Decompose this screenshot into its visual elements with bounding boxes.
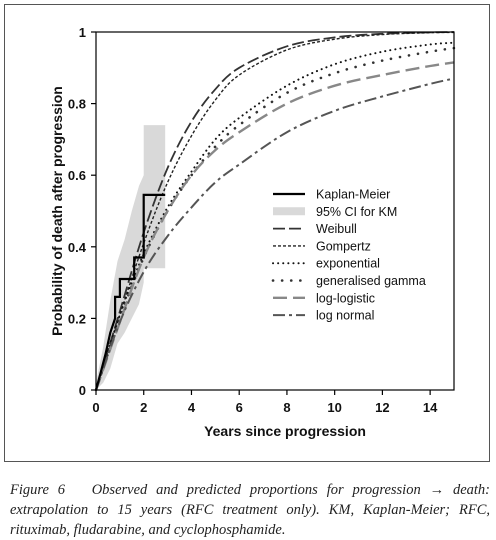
series-exponential-line (95, 41, 455, 391)
x-axis-title: Years since progression (204, 423, 366, 439)
caption-text: Observed and predicted proportions for p… (10, 482, 491, 538)
km-step-line (94, 193, 166, 391)
y-tick-label: 0 (79, 383, 86, 398)
plot-frame (95, 31, 455, 391)
chart: 0 2 4 6 8 10 12 14 0 0.2 0.4 0.6 0.8 1 Years since pro… (49, 25, 456, 439)
series-log-logistic-line (94, 61, 455, 391)
y-tick-label: 0.2 (68, 311, 86, 326)
x-tick-label: 6 (236, 400, 243, 415)
y-tick-label: 0.6 (68, 168, 86, 183)
y-tick-label: 0.8 (68, 97, 86, 112)
series-log-normal-line (95, 77, 455, 391)
legend-label-kaplan-meier: Kaplan-Meier (316, 188, 390, 202)
x-tick-label: 2 (140, 400, 147, 415)
legend-label-gompertz: Gompertz (316, 239, 371, 253)
legend-label-exponential: exponential (316, 257, 380, 271)
legend-label-95-ci-for-km: 95% CI for KM (316, 205, 397, 219)
y-tick-label: 1 (79, 25, 86, 40)
x-tick-label: 10 (327, 400, 341, 415)
series-gompertz-line (95, 31, 455, 391)
x-tick-label: 4 (188, 400, 196, 415)
x-tick-label: 14 (423, 400, 438, 415)
figure-frame (4, 4, 490, 462)
figure-caption: Figure 6 Observed and predicted proporti… (10, 480, 490, 540)
legend-label-log-logistic: log-logistic (316, 291, 375, 305)
x-tick-label: 0 (92, 400, 99, 415)
y-tick-label: 0.4 (68, 240, 87, 255)
y-axis-title: Probability of death after progression (49, 86, 65, 336)
x-tick-label: 8 (283, 400, 290, 415)
legend-label-generalised-gamma: generalised gamma (316, 274, 426, 288)
caption-label: Figure 6 (10, 482, 66, 498)
legend-label-log-normal: log normal (316, 309, 374, 323)
x-tick-label: 12 (375, 400, 389, 415)
legend-label-weibull: Weibull (316, 222, 357, 236)
